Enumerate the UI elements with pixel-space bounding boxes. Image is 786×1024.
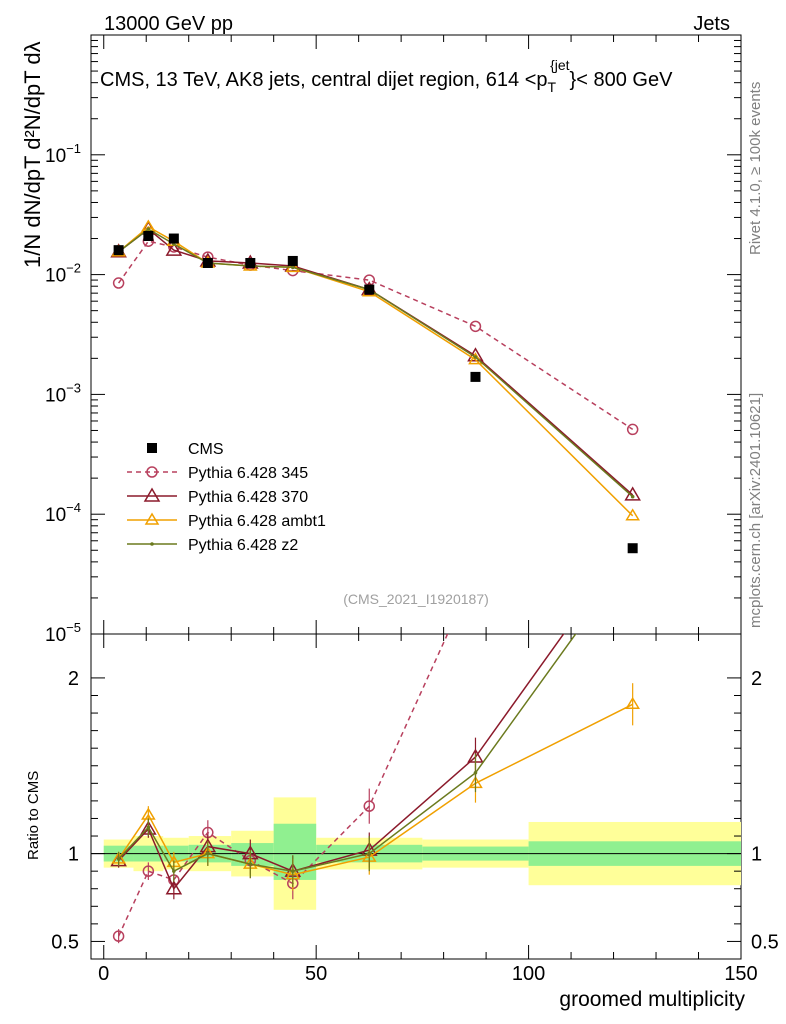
data-point-ambt1	[625, 508, 640, 521]
x-tick-label: 100	[512, 963, 545, 985]
ratio-y-tick-label: 1	[68, 844, 79, 866]
ratio-point-z2	[367, 851, 372, 856]
legend-marker-p345	[146, 466, 158, 478]
ratio-point-z2	[248, 862, 253, 866]
y-tick-base: 10	[45, 505, 66, 526]
data-point-p345	[626, 423, 639, 436]
plot-title-brace: {	[550, 57, 555, 73]
ratio-y-label-text: Ratio to CMS	[25, 771, 42, 860]
plot-title-sup: jet	[554, 57, 570, 73]
ratio-data-layer: 0 50 100 150 0.5 0.5 1 1 2 2	[51, 634, 779, 985]
ratio-point-z2	[290, 869, 295, 873]
legend-label-p370: Pythia 6.428 370	[188, 489, 308, 506]
data-point-cms	[143, 230, 154, 241]
header-left: 13000 GeV pp	[104, 13, 233, 35]
ratio-point-z2	[146, 825, 151, 830]
side-label-bottom: mcplots.cern.ch [arXiv:2401.10621]	[747, 393, 764, 628]
data-point-ambt1	[468, 352, 483, 365]
ratio-point-p345	[363, 800, 376, 812]
ratio-point-p345	[142, 865, 155, 877]
legend-marker-p370	[143, 487, 161, 502]
y-tick-exp: −5	[66, 620, 81, 635]
data-point-p345	[112, 277, 125, 289]
data-point-z2	[290, 265, 295, 270]
y-tick-exp: −2	[66, 261, 81, 276]
data-point-cms	[470, 371, 481, 382]
x-axis-label: groomed multiplicity	[559, 988, 745, 1011]
data-point-p345	[469, 320, 482, 333]
y-tick-base: 10	[45, 625, 66, 646]
ratio-series-group	[110, 634, 640, 944]
data-point-ambt1	[141, 219, 156, 232]
plot-title: CMS, 13 TeV, AK8 jets, central dijet reg…	[100, 57, 673, 95]
legend-label-z2: Pythia 6.428 z2	[188, 537, 298, 554]
legend-marker-ambt1	[144, 512, 160, 525]
data-point-ambt1	[285, 259, 301, 273]
ratio-point-ambt1	[625, 696, 640, 710]
x-tick-label: 0	[98, 963, 109, 985]
data-point-z2	[473, 355, 478, 359]
ratio-point-z2	[116, 857, 121, 861]
side-label-top-text: Rivet 4.1.0, ≥ 100k events	[747, 82, 764, 255]
data-point-cms	[202, 257, 213, 268]
ratio-plot-frame	[90, 633, 742, 960]
ratio-point-z2	[473, 770, 478, 775]
side-label-bottom-text: mcplots.cern.ch [arXiv:2401.10621]	[747, 393, 764, 628]
ratio-point-z2	[172, 869, 176, 873]
analysis-id: (CMS_2021_I1920187)	[343, 591, 489, 607]
legend-marker-cms	[147, 443, 157, 453]
ratio-y-tick-label-right: 1	[751, 844, 762, 866]
ratio-point-z2	[206, 851, 210, 856]
x-tick-label: 50	[305, 963, 327, 985]
data-point-p370	[165, 241, 183, 256]
ratio-y-tick-label: 2	[68, 668, 79, 690]
side-label-top: Rivet 4.1.0, ≥ 100k events	[747, 82, 764, 255]
y-tick-exp: −4	[66, 500, 81, 515]
y-axis-label-text: 1/N dN/dpT d²N/dpT dλ	[20, 41, 45, 268]
ratio-y-tick-label-right: 0.5	[751, 931, 779, 953]
y-tick-base: 10	[45, 146, 66, 167]
y-tick-exp: −1	[66, 141, 81, 156]
y-tick-label: 10−3	[45, 380, 81, 406]
legend-marker-z2	[150, 542, 154, 546]
data-point-cms	[364, 284, 375, 295]
y-tick-label: 10−1	[45, 141, 81, 167]
data-point-z2	[146, 227, 151, 231]
data-point-z2	[630, 494, 635, 499]
y-tick-label: 10−5	[45, 620, 81, 646]
ratio-point-p345	[112, 930, 125, 942]
series-line-p345	[117, 240, 634, 431]
data-point-cms	[113, 245, 124, 256]
y-tick-base: 10	[45, 266, 66, 287]
data-point-cms	[287, 255, 298, 266]
legend-label-ambt1: Pythia 6.428 ambt1	[188, 513, 326, 530]
header-right: Jets	[693, 13, 730, 35]
x-tick-label: 150	[724, 963, 757, 985]
plot-title-text: CMS, 13 TeV, AK8 jets, central dijet reg…	[100, 57, 673, 95]
legend-label-p345: Pythia 6.428 345	[188, 465, 308, 482]
y-tick-exp: −3	[66, 380, 81, 395]
legend: CMS Pythia 6.428 345 Pythia 6.428 370 Pythi…	[127, 441, 326, 554]
main-y-axis-label: 1/N dN/dpT d²N/dpT dλ	[20, 41, 45, 268]
y-tick-label: 10−2	[45, 261, 81, 287]
ratio-point-p370	[165, 880, 183, 895]
ratio-y-tick-label-right: 2	[751, 668, 762, 690]
y-tick-base: 10	[45, 385, 66, 406]
plot-title-main: CMS, 13 TeV, AK8 jets, central dijet reg…	[100, 69, 548, 91]
data-point-cms	[245, 257, 256, 268]
data-point-cms	[168, 233, 179, 244]
plot-title-end: }< 800 GeV	[570, 69, 674, 91]
main-data-layer: 10−510−410−310−210−1	[45, 35, 742, 646]
ratio-y-axis-label: Ratio to CMS	[25, 771, 42, 860]
legend-label-cms: CMS	[188, 441, 224, 458]
plot-title-sub: T	[548, 79, 557, 95]
ratio-y-tick-label: 0.5	[51, 931, 79, 953]
data-point-cms	[627, 543, 638, 554]
y-tick-label: 10−4	[45, 500, 81, 526]
